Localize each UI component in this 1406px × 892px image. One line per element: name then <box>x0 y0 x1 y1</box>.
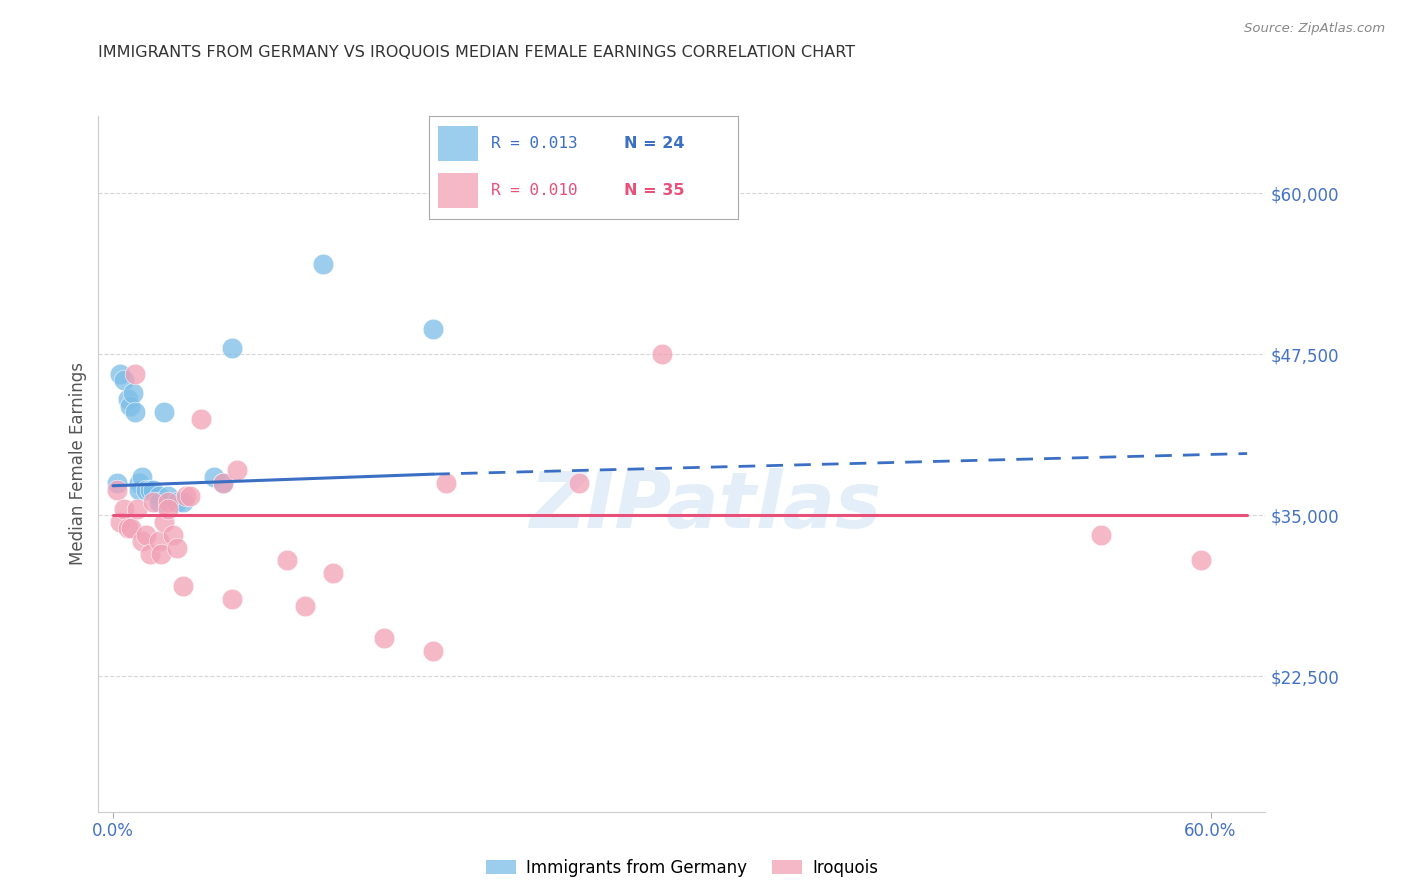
Point <box>294 599 316 613</box>
Point <box>125 502 148 516</box>
Point <box>110 515 132 529</box>
Point <box>131 469 153 483</box>
Point <box>138 547 160 561</box>
Point <box>1090 527 1112 541</box>
Point <box>142 483 165 497</box>
Point <box>120 521 142 535</box>
Text: R = 0.013: R = 0.013 <box>491 136 578 151</box>
Point <box>112 373 135 387</box>
Point <box>131 534 153 549</box>
Point <box>162 527 184 541</box>
Point <box>128 476 150 491</box>
Point <box>211 476 233 491</box>
Bar <box>439 173 478 208</box>
Point <box>153 405 176 419</box>
Point <box>122 386 145 401</box>
Point <box>135 483 157 497</box>
Point <box>124 405 146 419</box>
Text: N = 35: N = 35 <box>624 184 685 198</box>
Point <box>148 489 170 503</box>
Point <box>226 463 249 477</box>
Point <box>166 541 188 555</box>
Point <box>149 547 172 561</box>
Point <box>172 495 194 509</box>
Point <box>651 347 673 361</box>
Point <box>117 521 139 535</box>
Point <box>172 579 194 593</box>
Point <box>221 592 243 607</box>
Point <box>434 476 457 491</box>
Point <box>156 489 179 503</box>
Point <box>373 631 395 645</box>
Text: R = 0.010: R = 0.010 <box>491 184 578 198</box>
Text: N = 24: N = 24 <box>624 136 685 151</box>
Point <box>202 469 225 483</box>
Point <box>1189 553 1212 567</box>
Point <box>276 553 298 567</box>
Point <box>179 489 201 503</box>
Point <box>221 341 243 355</box>
Text: ZIPatlas: ZIPatlas <box>529 467 882 543</box>
Point <box>153 515 176 529</box>
Point <box>156 495 179 509</box>
Point <box>568 476 591 491</box>
Point <box>105 483 128 497</box>
Point <box>148 534 170 549</box>
Point <box>148 495 170 509</box>
Point <box>322 566 344 581</box>
Point <box>422 643 444 657</box>
Point <box>124 367 146 381</box>
Point <box>312 257 335 271</box>
Point <box>118 399 141 413</box>
Y-axis label: Median Female Earnings: Median Female Earnings <box>69 362 87 566</box>
Point <box>166 495 188 509</box>
Point <box>138 483 160 497</box>
Point <box>105 476 128 491</box>
Point <box>156 502 179 516</box>
Point <box>112 502 135 516</box>
Point <box>128 483 150 497</box>
Bar <box>439 126 478 161</box>
Legend: Immigrants from Germany, Iroquois: Immigrants from Germany, Iroquois <box>479 852 884 883</box>
Point <box>190 411 212 425</box>
Point <box>110 367 132 381</box>
Point <box>142 495 165 509</box>
Point <box>211 476 233 491</box>
Point <box>135 527 157 541</box>
Point <box>422 321 444 335</box>
Point <box>174 489 197 503</box>
Text: IMMIGRANTS FROM GERMANY VS IROQUOIS MEDIAN FEMALE EARNINGS CORRELATION CHART: IMMIGRANTS FROM GERMANY VS IROQUOIS MEDI… <box>98 45 855 60</box>
Point <box>117 392 139 407</box>
Text: Source: ZipAtlas.com: Source: ZipAtlas.com <box>1244 22 1385 36</box>
